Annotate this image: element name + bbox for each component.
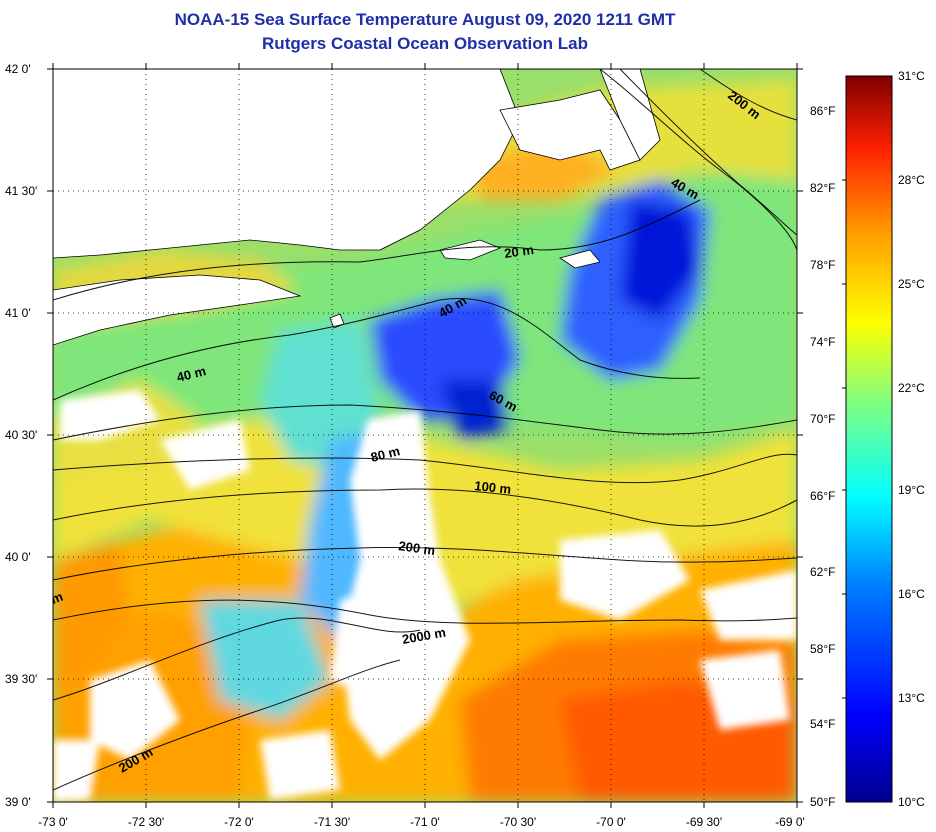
lon-tick-label: -72 0' [224,815,254,829]
lat-tick-label: 40 30' [5,428,37,442]
celsius-label: 13°C [898,691,925,705]
lon-tick-label: -71 0' [410,815,440,829]
celsius-label: 31°C [898,69,925,83]
lat-tick-label: 42 0' [5,62,31,76]
fahrenheit-label: 82°F [810,181,835,195]
isobath-label: 200 m [398,538,437,558]
map-subtitle: Rutgers Coastal Ocean Observation Lab [262,34,588,53]
map-title: NOAA-15 Sea Surface Temperature August 0… [174,10,676,29]
lat-tick-label: 39 0' [5,795,31,809]
lon-tick-label: -69 0' [775,815,805,829]
fahrenheit-label: 50°F [810,795,835,809]
fahrenheit-label: 86°F [810,104,835,118]
isobath-label: 100 m [474,478,512,497]
fahrenheit-label: 66°F [810,489,835,503]
celsius-label: 10°C [898,795,925,809]
lat-tick-label: 41 0' [5,306,31,320]
axis-ticks [47,63,803,808]
fahrenheit-label: 74°F [810,335,835,349]
lat-tick-label: 39 30' [5,672,37,686]
celsius-label: 28°C [898,173,925,187]
graticule [53,69,797,802]
isobath-label: m [49,589,65,607]
sst-field: 200 m 40 m 20 m 40 m 40 m 60 m 80 m 100 … [49,69,797,802]
lon-tick-label: -73 0' [38,815,68,829]
fahrenheit-label: 70°F [810,412,835,426]
lon-tick-label: -72 30' [128,815,164,829]
lon-tick-label: -70 0' [596,815,626,829]
lon-tick-label: -69 30' [686,815,722,829]
celsius-label: 25°C [898,277,925,291]
celsius-label: 19°C [898,483,925,497]
lat-tick-label: 40 0' [5,550,31,564]
fahrenheit-label: 78°F [810,258,835,272]
fahrenheit-label: 62°F [810,565,835,579]
fahrenheit-label: 58°F [810,642,835,656]
isobath-label: 40 m [175,363,207,385]
lon-tick-label: -70 30' [500,815,536,829]
lon-tick-label: -71 30' [314,815,350,829]
colorbar [845,75,893,803]
isobath-label: 80 m [369,443,401,465]
fahrenheit-label: 54°F [810,717,835,731]
celsius-label: 16°C [898,587,925,601]
celsius-label: 22°C [898,381,925,395]
lat-tick-label: 41 30' [5,184,37,198]
isobath-label: 20 m [503,242,534,261]
